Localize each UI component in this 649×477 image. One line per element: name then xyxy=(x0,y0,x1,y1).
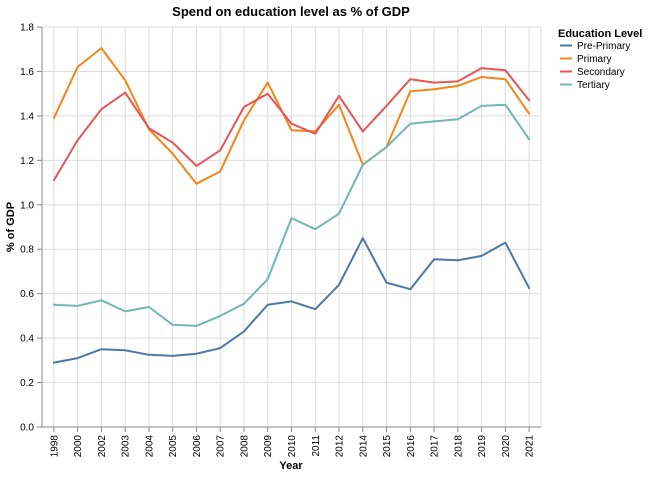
series-line-pre-primary xyxy=(52,237,531,364)
x-tick-label: 2016 xyxy=(406,435,417,458)
x-tick-label: 2017 xyxy=(430,435,441,458)
x-tick-label: 2003 xyxy=(121,435,132,458)
legend: Education Level Pre-Primary Primary Second… xyxy=(558,28,642,91)
x-tick-label: 2020 xyxy=(501,435,512,458)
series-line-secondary xyxy=(52,67,531,182)
legend-label-primary: Primary xyxy=(577,54,611,65)
y-tick-label: 0.4 xyxy=(20,334,34,345)
x-tick-label: 2018 xyxy=(453,435,464,458)
x-tick-label: 2008 xyxy=(239,435,250,458)
x-tick-label: 2006 xyxy=(192,435,203,458)
y-tick-label: 0.2 xyxy=(20,378,34,389)
y-tick-label: 0.8 xyxy=(20,245,34,256)
grid-lines xyxy=(42,26,542,428)
legend-title: Education Level xyxy=(558,28,642,40)
y-tick-label: 0.6 xyxy=(20,289,34,300)
x-tick-label: 2002 xyxy=(97,435,108,458)
x-tick-label: 2010 xyxy=(287,435,298,458)
x-tick-label: 2019 xyxy=(477,435,488,458)
x-tick-label: 2005 xyxy=(168,435,179,458)
x-tick-label: 2009 xyxy=(263,435,274,458)
x-tick-label: 1998 xyxy=(49,435,60,458)
x-tick-label: 2011 xyxy=(311,435,322,457)
series-line-tertiary xyxy=(52,103,531,327)
chart-title: Spend on education level as % of GDP xyxy=(172,4,410,19)
y-tick-label: 1.0 xyxy=(20,200,34,211)
x-axis-title: Year xyxy=(279,460,303,472)
y-axis: 0.0 0.2 0.4 0.6 0.8 1.0 1.2 1.4 1.6 1.8 xyxy=(20,23,43,434)
series-line-primary xyxy=(52,47,531,185)
x-tick-label: 2014 xyxy=(358,435,369,458)
legend-label-tertiary: Tertiary xyxy=(577,80,610,91)
y-axis-title: % of GDP xyxy=(5,202,17,252)
x-tick-label: 2004 xyxy=(144,435,155,458)
x-tick-label: 2021 xyxy=(525,435,536,458)
y-tick-label: 1.6 xyxy=(20,67,34,78)
y-tick-label: 0.0 xyxy=(20,423,34,434)
x-tick-label: 2012 xyxy=(335,435,346,458)
x-tick-label: 2000 xyxy=(73,435,84,458)
y-tick-label: 1.4 xyxy=(20,111,34,122)
x-tick-label: 2015 xyxy=(382,435,393,458)
y-tick-label: 1.8 xyxy=(20,23,34,34)
series-lines xyxy=(52,47,531,364)
y-tick-label: 1.2 xyxy=(20,156,34,167)
legend-label-secondary: Secondary xyxy=(577,67,625,78)
x-tick-label: 2007 xyxy=(216,435,227,458)
legend-label-pre-primary: Pre-Primary xyxy=(577,41,630,52)
x-axis: 1998 2000 2002 2003 2004 2005 2006 2007 2008 2009… xyxy=(42,426,541,458)
